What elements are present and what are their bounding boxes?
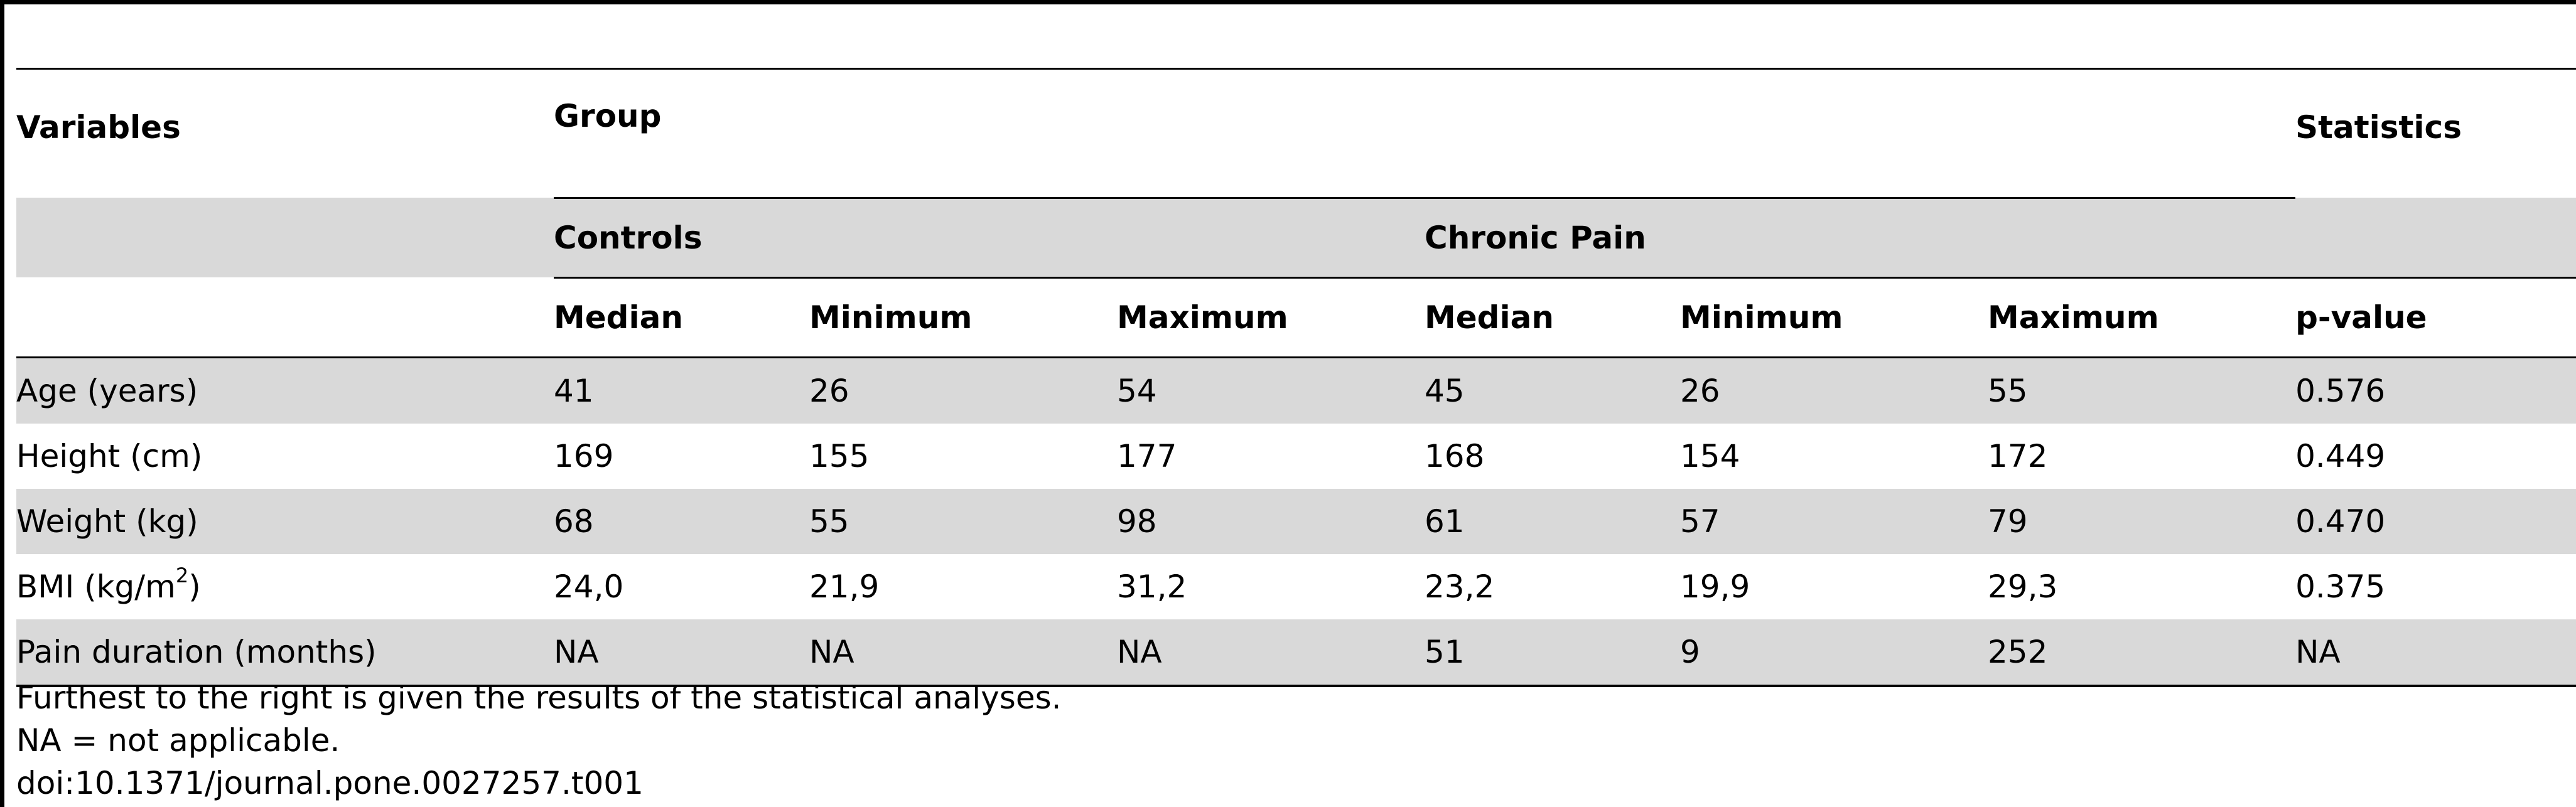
header-blank-shade <box>16 198 554 277</box>
cell-pain-maximum: 172 <box>1988 437 2048 474</box>
cell-pain-maximum: 29,3 <box>1988 568 2058 605</box>
bmi-label-suffix: ) <box>188 568 201 605</box>
demographics-table: Variables Group Statistics Controls Chro… <box>16 68 2576 687</box>
table-row: Age (years) 41 26 54 45 26 55 0.576 <box>16 357 2576 424</box>
header-pain-median: Median <box>1425 277 1680 358</box>
cell-controls-minimum: 26 <box>809 372 849 409</box>
cell-variable: Height (cm) <box>16 437 203 474</box>
footnote-na: NA = not applicable. <box>16 722 340 759</box>
table-footnotes: Furthest to the right is given the resul… <box>16 676 1062 804</box>
cell-pain-minimum: 9 <box>1680 619 1988 687</box>
header-pain-minimum: Minimum <box>1680 277 1988 358</box>
cell-pain-minimum: 26 <box>1680 372 1720 409</box>
cell-pain-median: 45 <box>1425 372 1465 409</box>
cell-p-value: 0.375 <box>2295 568 2386 605</box>
table-row: BMI (kg/m2) 24,0 21,9 31,2 23,2 19,9 29,… <box>16 554 2576 619</box>
cell-pain-maximum: 79 <box>1988 503 2028 540</box>
cell-p-value: NA <box>2295 619 2576 687</box>
cell-controls-maximum: 54 <box>1117 372 1157 409</box>
cell-p-value: 0.449 <box>2295 437 2386 474</box>
header-row-2: Controls Chronic Pain <box>16 198 2576 279</box>
header-chronic-pain: Chronic Pain <box>1425 198 2296 279</box>
table-row: Pain duration (months) NA NA NA 51 9 252… <box>16 619 2576 687</box>
cell-pain-maximum: 55 <box>1988 372 2028 409</box>
cell-controls-median: 169 <box>554 437 614 474</box>
cell-pain-median: 61 <box>1425 503 1465 540</box>
cell-pain-median: 23,2 <box>1425 568 1495 605</box>
cell-controls-minimum: 155 <box>809 437 870 474</box>
header-row-1: Variables Group Statistics <box>16 68 2576 199</box>
cell-p-value: 0.576 <box>2295 372 2386 409</box>
cell-controls-maximum: 31,2 <box>1117 568 1187 605</box>
top-border-rule <box>0 0 2576 4</box>
header-statistics: Statistics <box>2295 68 2576 198</box>
cell-variable: Age (years) <box>16 372 198 409</box>
cell-controls-maximum: 98 <box>1117 503 1157 540</box>
cell-pain-median: 168 <box>1425 437 1485 474</box>
cell-controls-median: 68 <box>554 503 594 540</box>
cell-controls-median: NA <box>554 619 809 687</box>
cell-variable: BMI (kg/m2) <box>16 554 554 619</box>
bmi-label-prefix: BMI (kg/m <box>16 568 176 605</box>
header-controls-minimum: Minimum <box>809 277 1117 358</box>
header-row-3: Median Minimum Maximum Median Minimum Ma… <box>16 277 2576 358</box>
header-p-value: p-value <box>2295 277 2576 358</box>
footnote-doi: doi:10.1371/journal.pone.0027257.t001 <box>16 765 644 801</box>
footnote-statistics: Furthest to the right is given the resul… <box>16 680 1062 716</box>
header-controls-maximum: Maximum <box>1117 277 1425 358</box>
header-variables: Variables <box>16 68 554 198</box>
table-row: Height (cm) 169 155 177 168 154 172 0.44… <box>16 424 2576 489</box>
cell-pain-median: 51 <box>1425 619 1680 687</box>
bmi-label-superscript: 2 <box>175 563 189 587</box>
cell-controls-minimum: 55 <box>809 503 849 540</box>
cell-controls-maximum: NA <box>1117 619 1425 687</box>
cell-controls-median: 24,0 <box>554 568 624 605</box>
header-controls-median: Median <box>554 277 809 358</box>
cell-pain-minimum: 19,9 <box>1680 568 1750 605</box>
left-border-rule <box>0 0 4 807</box>
cell-pain-minimum: 154 <box>1680 437 1740 474</box>
cell-controls-minimum: 21,9 <box>809 568 880 605</box>
header-group: Group <box>554 68 2296 199</box>
cell-variable: Pain duration (months) <box>16 619 554 687</box>
cell-pain-maximum: 252 <box>1988 619 2296 687</box>
header-blank <box>16 277 554 358</box>
table-row: Weight (kg) 68 55 98 61 57 79 0.470 <box>16 488 2576 554</box>
data-table-container: Variables Group Statistics Controls Chro… <box>16 68 2576 687</box>
header-controls: Controls <box>554 198 1425 279</box>
cell-p-value: 0.470 <box>2295 503 2386 540</box>
cell-pain-minimum: 57 <box>1680 503 1720 540</box>
header-pain-maximum: Maximum <box>1988 277 2296 358</box>
cell-controls-maximum: 177 <box>1117 437 1177 474</box>
cell-controls-median: 41 <box>554 372 594 409</box>
header-statistics-blank <box>2295 198 2576 279</box>
cell-variable: Weight (kg) <box>16 503 198 540</box>
cell-controls-minimum: NA <box>809 619 1117 687</box>
